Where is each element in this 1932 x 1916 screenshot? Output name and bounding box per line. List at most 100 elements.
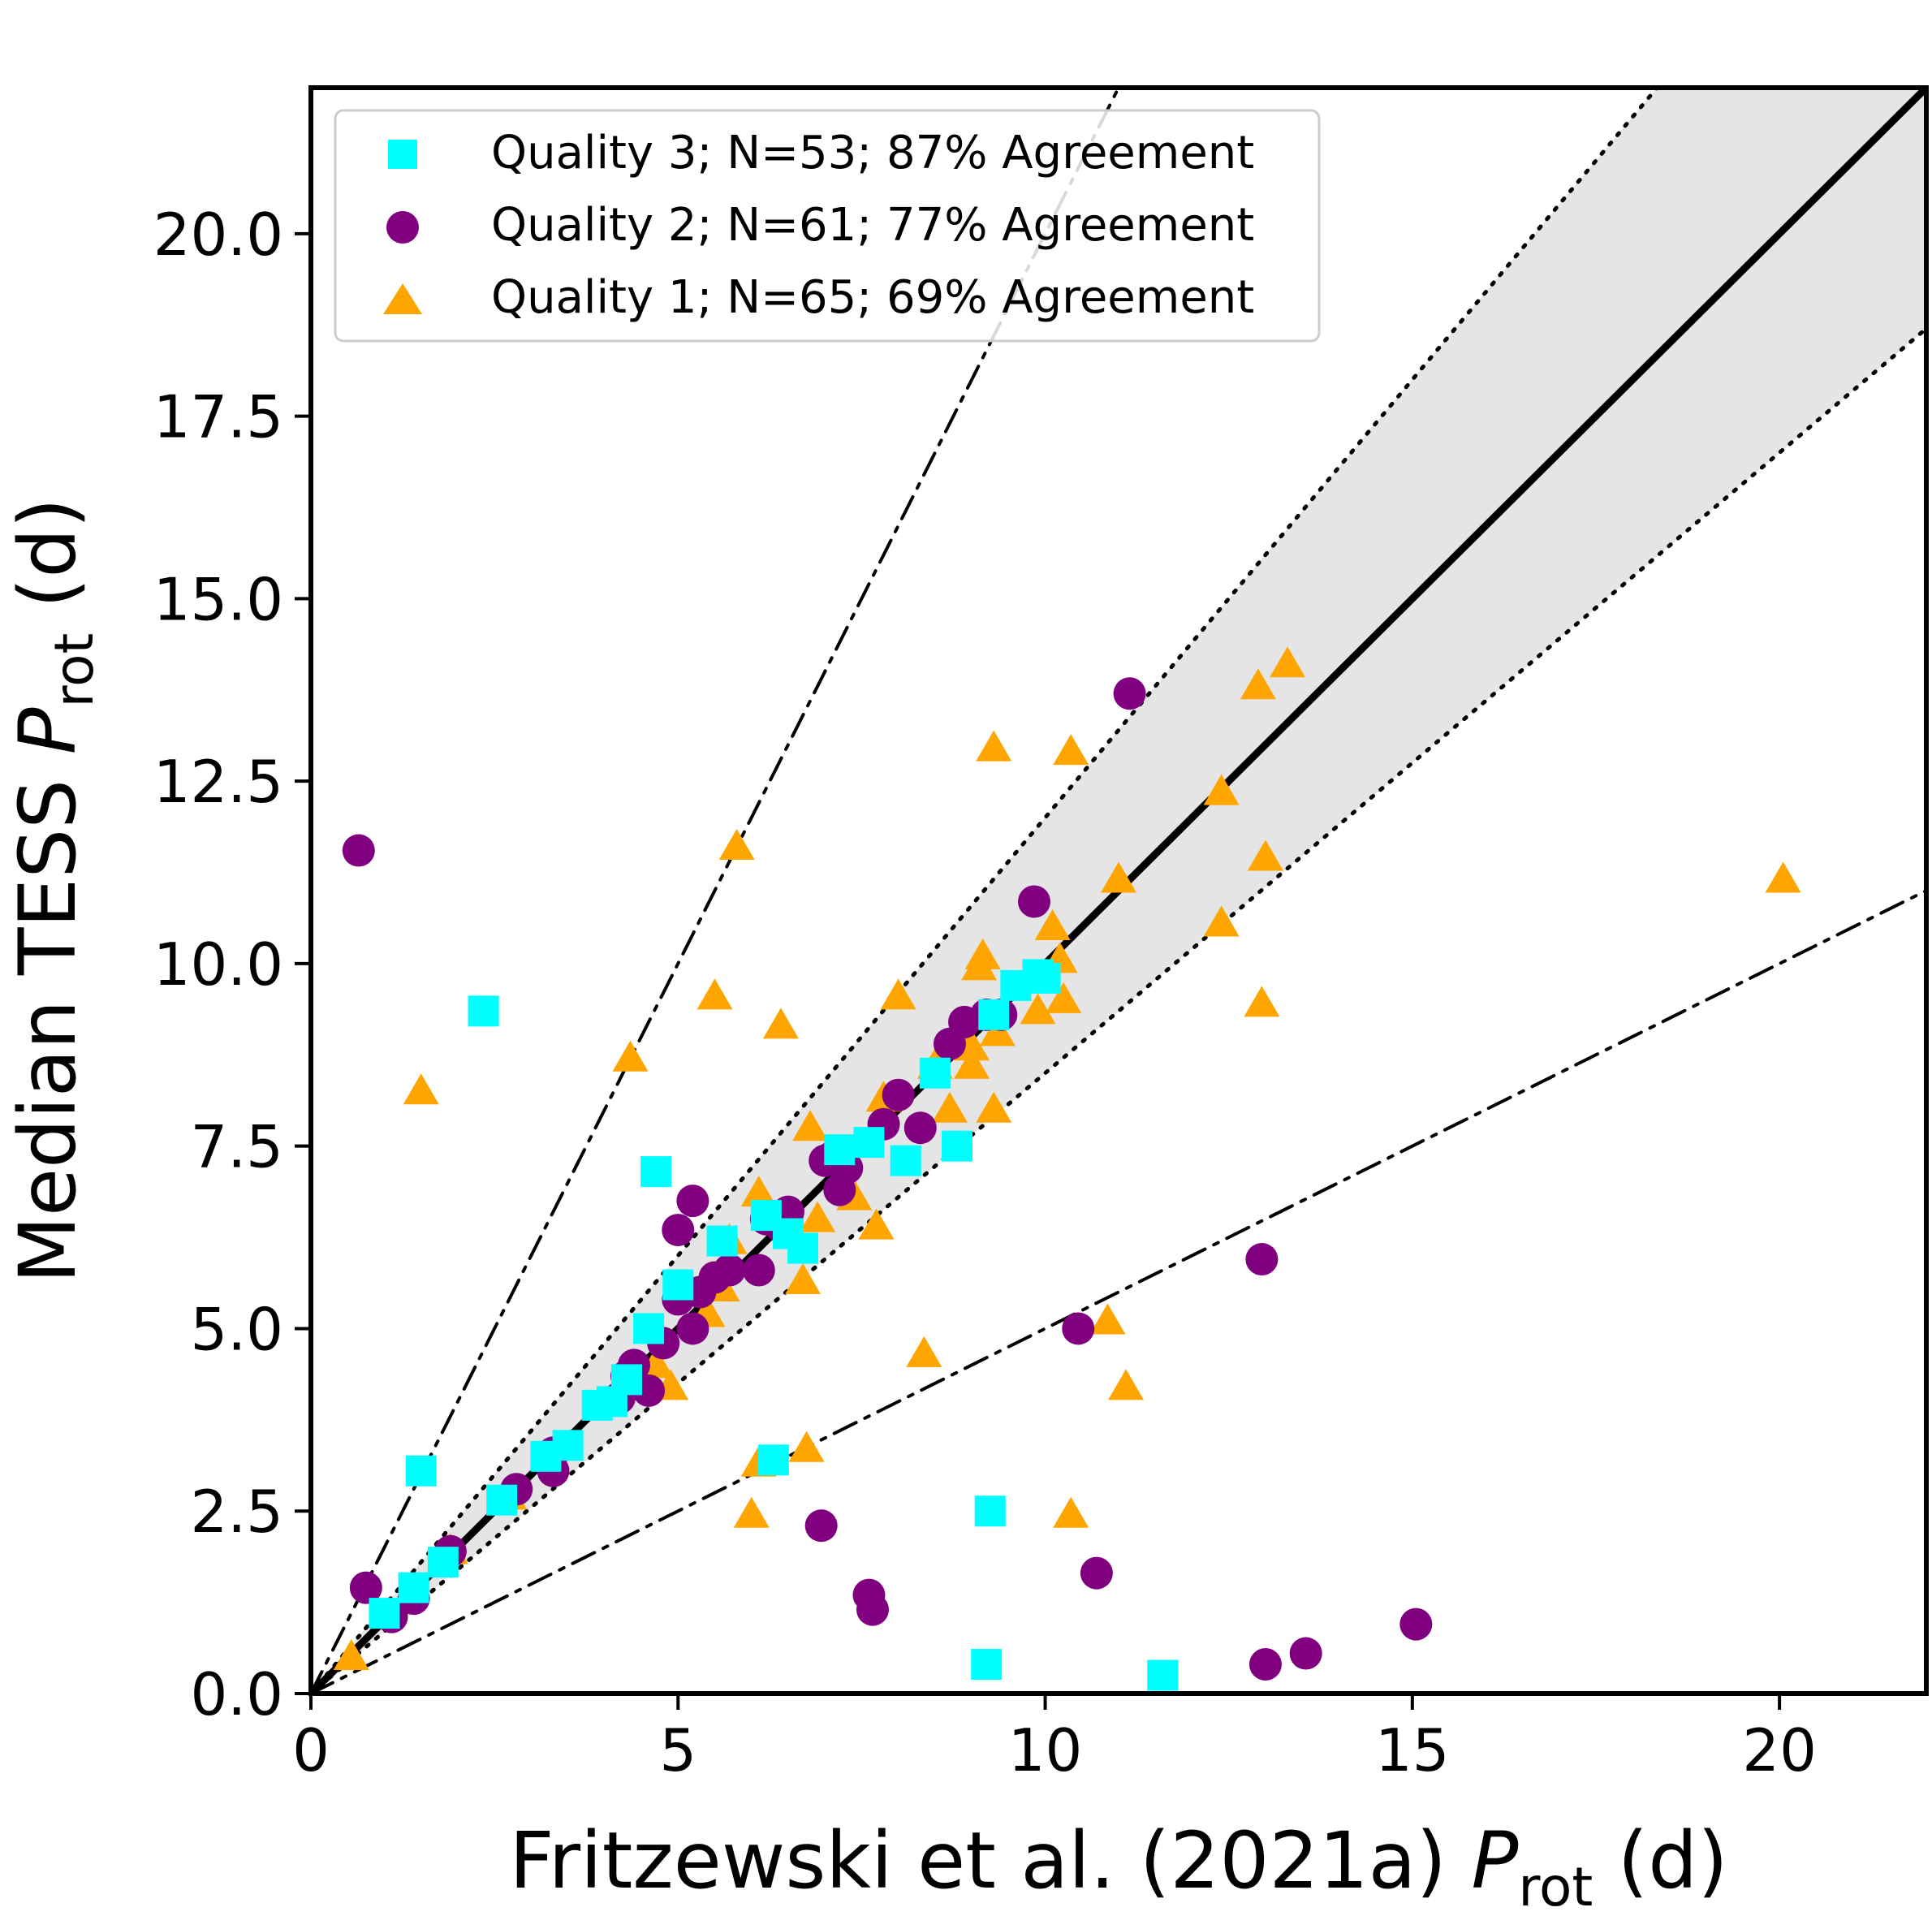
data-point-quality1 <box>1203 905 1240 937</box>
data-point-quality1 <box>1053 1496 1089 1528</box>
y-tick-label: 12.5 <box>153 748 283 816</box>
data-point-quality1 <box>880 978 916 1010</box>
data-point-quality1 <box>931 1091 968 1123</box>
reference-line-lower-band <box>311 326 1926 1694</box>
data-point-quality1 <box>1203 774 1240 805</box>
x-tick-label: 10 <box>1008 1716 1083 1784</box>
data-point-quality3 <box>787 1232 819 1264</box>
data-point-quality1 <box>976 1091 1012 1123</box>
data-point-quality3 <box>978 999 1010 1030</box>
data-point-quality1 <box>1046 982 1082 1013</box>
data-point-quality3 <box>1147 1659 1179 1691</box>
data-point-quality3 <box>890 1145 921 1176</box>
data-point-quality3 <box>633 1313 665 1344</box>
data-point-quality3 <box>971 1649 1003 1681</box>
data-point-quality2 <box>1080 1556 1113 1590</box>
data-point-quality1 <box>1240 668 1276 700</box>
data-point-quality3 <box>369 1598 400 1629</box>
plot-frame <box>308 85 1929 1696</box>
data-point-quality2 <box>713 1254 746 1287</box>
data-point-quality1 <box>733 1496 770 1528</box>
data-point-quality2 <box>676 1312 709 1345</box>
data-point-quality2 <box>742 1254 775 1287</box>
data-point-quality3 <box>596 1386 627 1418</box>
data-point-quality3 <box>552 1430 584 1461</box>
data-point-quality1 <box>333 1639 369 1671</box>
y-tick-label: 10.0 <box>153 930 283 999</box>
y-tick-label: 15.0 <box>153 565 283 633</box>
data-point-quality3 <box>486 1484 518 1516</box>
data-point-quality2 <box>1113 677 1146 710</box>
data-point-quality1 <box>740 1176 777 1207</box>
data-point-quality3 <box>468 995 499 1027</box>
legend-label-quality1: Quality 1; N=65; 69% Agreement <box>491 271 1254 324</box>
legend-marker-triangle <box>383 283 422 314</box>
data-point-quality1 <box>800 1201 836 1232</box>
data-point-quality1 <box>1108 1369 1145 1400</box>
data-point-quality3 <box>974 1495 1006 1527</box>
data-point-quality1 <box>1765 861 1801 893</box>
data-point-quality1 <box>1101 861 1136 893</box>
data-point-quality2 <box>804 1509 838 1543</box>
data-point-quality1 <box>1247 839 1283 871</box>
data-point-quality2 <box>1248 1648 1282 1681</box>
data-point-quality1 <box>696 978 733 1010</box>
y-tick-label: 2.5 <box>190 1478 283 1546</box>
data-point-quality3 <box>405 1455 437 1487</box>
data-point-quality1 <box>1089 1303 1126 1335</box>
data-point-quality3 <box>853 1127 885 1159</box>
data-point-quality2 <box>349 1571 382 1604</box>
data-point-quality2 <box>882 1078 915 1111</box>
data-point-quality2 <box>676 1185 709 1218</box>
data-point-quality1 <box>1020 993 1056 1025</box>
data-point-quality3 <box>757 1444 789 1476</box>
data-point-quality3 <box>824 1134 856 1166</box>
reference-line-half-harmonic <box>311 889 1926 1694</box>
x-tick-label: 15 <box>1375 1716 1450 1784</box>
data-point-quality1 <box>785 1263 822 1295</box>
data-point-quality3 <box>942 1130 972 1162</box>
data-point-quality3 <box>1029 962 1061 994</box>
y-tick-label: 17.5 <box>153 383 283 451</box>
y-tick-label: 0.0 <box>190 1660 283 1728</box>
data-point-quality1 <box>762 1008 799 1039</box>
data-point-quality1 <box>718 829 755 861</box>
data-point-quality1 <box>976 730 1012 762</box>
data-point-quality2 <box>856 1593 889 1626</box>
y-tick-label: 7.5 <box>190 1113 283 1181</box>
data-point-quality1 <box>788 1431 825 1462</box>
legend-marker-square <box>388 140 417 169</box>
data-point-quality2 <box>662 1214 695 1247</box>
data-point-quality1 <box>954 1047 990 1079</box>
data-point-quality2 <box>1399 1607 1433 1641</box>
data-point-quality1 <box>964 938 1001 969</box>
y-tick-label: 5.0 <box>190 1295 283 1363</box>
data-point-quality3 <box>427 1547 459 1578</box>
data-point-quality3 <box>398 1572 429 1603</box>
x-tick-label: 20 <box>1742 1716 1817 1784</box>
legend: Quality 3; N=53; 87% Agreement Quality 2… <box>334 109 1321 343</box>
data-point-quality2 <box>1062 1312 1095 1345</box>
data-point-quality2 <box>1245 1243 1279 1276</box>
x-tick-label: 5 <box>659 1716 696 1784</box>
data-point-quality1 <box>906 1336 942 1367</box>
data-point-quality1 <box>612 1040 649 1072</box>
data-point-quality1 <box>403 1073 439 1105</box>
legend-box <box>334 109 1321 343</box>
data-point-quality3 <box>919 1057 951 1089</box>
reference-line-double-harmonic <box>311 88 1121 1694</box>
data-point-quality2 <box>342 834 375 867</box>
x-tick-label: 0 <box>292 1716 330 1784</box>
data-point-quality3 <box>706 1225 738 1257</box>
legend-label-quality2: Quality 2; N=61; 77% Agreement <box>491 199 1254 252</box>
reference-line-upper-band <box>311 88 1660 1694</box>
data-point-quality3 <box>662 1269 694 1301</box>
data-point-quality1 <box>858 1208 895 1240</box>
legend-marker-circle <box>386 211 419 244</box>
data-point-quality1 <box>1053 734 1089 766</box>
data-point-quality1 <box>1034 908 1071 940</box>
data-point-quality3 <box>640 1156 672 1188</box>
data-point-quality1 <box>792 1110 829 1141</box>
data-point-quality1 <box>1244 986 1280 1017</box>
